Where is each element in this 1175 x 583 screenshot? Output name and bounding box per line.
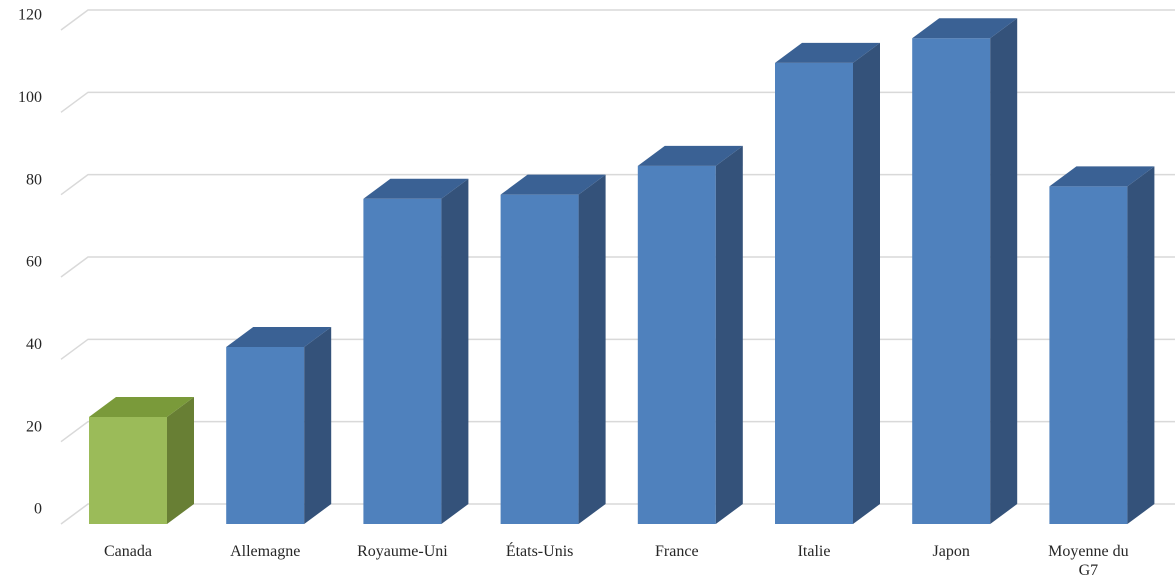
bar-side bbox=[441, 178, 469, 525]
bar-side bbox=[304, 326, 332, 524]
bar-side bbox=[1127, 166, 1155, 524]
bar bbox=[363, 178, 469, 525]
x-category-label: Allemagne bbox=[230, 543, 300, 560]
x-category-label: Canada bbox=[104, 543, 152, 560]
bar bbox=[500, 174, 606, 524]
x-category-label: Moyenne du G7 bbox=[1048, 543, 1128, 579]
bar-front bbox=[912, 38, 991, 524]
bar-top bbox=[912, 18, 1018, 39]
bar-top bbox=[226, 326, 332, 347]
x-category-label: Royaume-Uni bbox=[357, 543, 448, 560]
bar-top bbox=[775, 42, 880, 63]
bar-top bbox=[637, 145, 743, 166]
y-tick-label: 20 bbox=[26, 418, 42, 435]
y-tick-label: 120 bbox=[18, 7, 42, 24]
bar bbox=[89, 396, 194, 524]
y-axis: 0 20 40 60 80 100 120 bbox=[18, 7, 42, 518]
bar bbox=[912, 18, 1018, 524]
bar bbox=[226, 326, 332, 524]
y-tick-label: 80 bbox=[26, 171, 42, 188]
y-tick-label: 40 bbox=[26, 336, 42, 353]
y-tick-label: 60 bbox=[26, 254, 42, 271]
x-category-label: Japon bbox=[933, 543, 970, 560]
bar-side bbox=[167, 396, 194, 524]
x-axis: Canada Allemagne Royaume-Uni États-Unis Fran… bbox=[104, 541, 1129, 579]
bar-top bbox=[500, 174, 606, 195]
gridline bbox=[60, 9, 1175, 31]
bar-top bbox=[89, 396, 194, 417]
bar bbox=[775, 42, 880, 524]
bar-side bbox=[715, 145, 743, 524]
x-category-label: Italie bbox=[798, 543, 831, 560]
gridlines bbox=[60, 9, 1175, 525]
bar-side bbox=[853, 42, 880, 524]
bar-side bbox=[578, 174, 606, 524]
x-category-label: France bbox=[655, 543, 699, 560]
bar-front bbox=[500, 194, 579, 524]
bar-side bbox=[990, 18, 1018, 524]
bar-front bbox=[1049, 186, 1128, 524]
bar bbox=[1049, 166, 1155, 524]
bar-top bbox=[1049, 166, 1155, 187]
bar-front bbox=[637, 165, 716, 524]
bar-front bbox=[89, 416, 167, 524]
bar-front bbox=[363, 198, 442, 525]
bar bbox=[637, 145, 743, 524]
bars bbox=[89, 18, 1155, 525]
bar-top bbox=[363, 178, 469, 199]
bar-front bbox=[775, 62, 853, 524]
y-tick-label: 0 bbox=[34, 501, 42, 518]
y-tick-label: 100 bbox=[18, 89, 42, 106]
x-category-label: États-Unis bbox=[506, 541, 574, 560]
bar-front bbox=[226, 346, 305, 524]
